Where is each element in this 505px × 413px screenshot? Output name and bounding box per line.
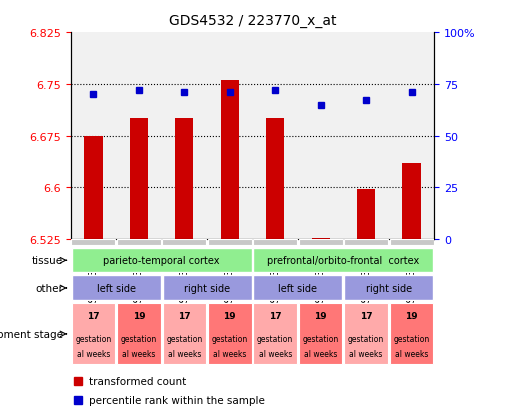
Bar [357,190,375,240]
Bar [253,240,297,246]
Bar [208,240,252,246]
Bar [312,238,330,240]
Text: 19: 19 [132,312,145,321]
Text: right side: right side [366,283,412,293]
Bar [254,248,433,273]
Text: al weeks: al weeks [213,350,246,358]
Text: parieto-temporal cortex: parieto-temporal cortex [104,255,220,266]
Bar [344,240,388,246]
Text: gestation: gestation [348,335,384,344]
Bar [254,276,342,300]
Bar [221,81,239,240]
Text: gestation: gestation [166,335,203,344]
Text: 17: 17 [360,312,373,321]
Text: gestation: gestation [257,335,293,344]
Text: left side: left side [278,283,318,293]
Text: tissue: tissue [32,256,63,266]
Text: gestation: gestation [75,335,112,344]
Bar [252,33,298,240]
Bar [163,276,251,300]
Bar [298,33,343,240]
Text: al weeks: al weeks [349,350,383,358]
Bar [344,304,388,364]
Text: al weeks: al weeks [168,350,201,358]
Text: al weeks: al weeks [122,350,156,358]
Bar [130,119,148,240]
Text: transformed count: transformed count [89,376,186,386]
Bar [207,33,252,240]
Bar [402,164,421,240]
Text: 17: 17 [87,312,100,321]
Text: development stage: development stage [0,329,63,339]
Bar [162,33,207,240]
Text: al weeks: al weeks [77,350,110,358]
Bar [72,276,161,300]
Text: gestation: gestation [121,335,157,344]
Bar [72,248,251,273]
Text: prefrontal/orbito-frontal  cortex: prefrontal/orbito-frontal cortex [267,255,420,266]
Text: left side: left side [96,283,136,293]
Text: al weeks: al weeks [395,350,428,358]
Bar [254,304,297,364]
Bar [344,276,433,300]
Bar [343,33,389,240]
Bar [71,33,116,240]
Bar [389,240,434,246]
Text: 19: 19 [405,312,418,321]
Bar [72,304,115,364]
Bar [298,240,343,246]
Text: al weeks: al weeks [259,350,292,358]
Text: 19: 19 [314,312,327,321]
Bar [71,240,116,246]
Bar [117,240,161,246]
Bar [162,240,207,246]
Bar [266,119,284,240]
Text: percentile rank within the sample: percentile rank within the sample [89,394,265,405]
Bar [163,304,206,364]
Title: GDS4532 / 223770_x_at: GDS4532 / 223770_x_at [169,14,336,28]
Text: al weeks: al weeks [304,350,337,358]
Bar [175,119,193,240]
Text: gestation: gestation [393,335,430,344]
Bar [390,304,433,364]
Bar [299,304,342,364]
Bar [208,304,251,364]
Text: 19: 19 [224,312,236,321]
Text: gestation: gestation [212,335,248,344]
Bar [84,136,103,240]
Bar [389,33,434,240]
Bar [116,33,162,240]
Text: other: other [35,283,63,293]
Text: 17: 17 [178,312,191,321]
Text: right side: right side [184,283,230,293]
Text: gestation: gestation [302,335,339,344]
Text: 17: 17 [269,312,282,321]
Bar [117,304,161,364]
